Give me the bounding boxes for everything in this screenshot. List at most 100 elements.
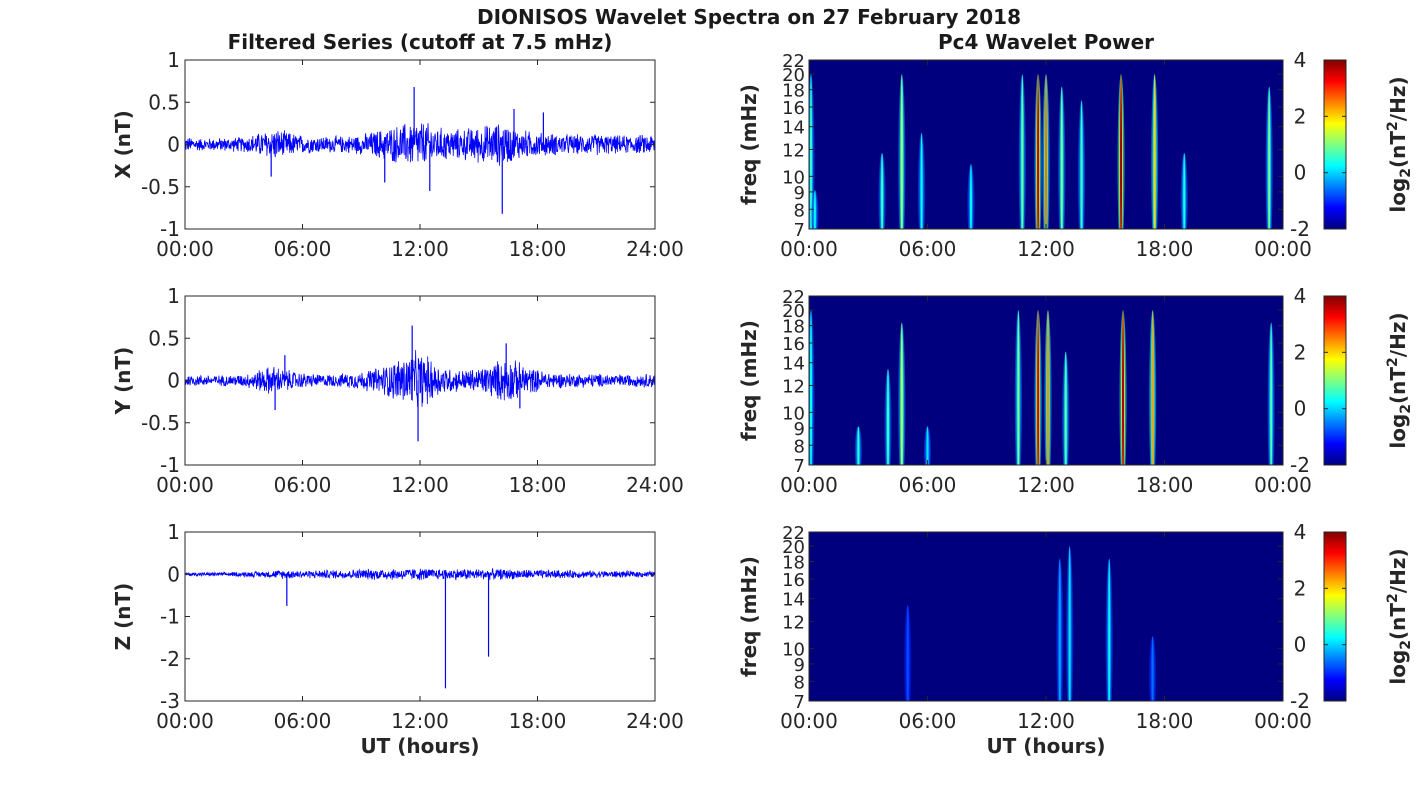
y-tick-label: 0 [167,133,180,157]
y-tick-label: 14 [782,118,805,139]
y-tick-label: 1 [167,48,180,72]
power-burst [1017,310,1020,465]
colorbar-label-part: 2 [1398,168,1414,178]
y-tick-label: 18 [782,81,805,102]
colorbar-label-part: log [1386,414,1410,449]
series-plot-area [185,532,655,701]
y-tick-label: 22 [782,523,805,544]
colorbar-label: log2(nT2/Hz) [1385,76,1414,212]
colorbar-label-part: 2 [1398,640,1414,650]
power-burst [1108,558,1111,701]
y-axis-label: freq (mHz) [737,320,761,441]
power-burst [809,74,812,229]
y-tick-label: 0 [167,562,180,586]
y-tick-label: 16 [782,570,805,591]
colorbar-label-part: log [1386,178,1410,213]
power-burst [906,604,909,701]
left-x-axis-label: UT (hours) [360,734,479,758]
y-tick-label: -0.5 [141,411,180,435]
power-burst [1151,636,1154,701]
y-tick-label: 7 [794,456,805,477]
colorbar-label-part: /Hz) [1386,548,1410,593]
y-axis-label: Z (nT) [111,583,135,651]
colorbar-tick-label: 2 [1294,340,1307,364]
x-tick-label: 12:00 [391,473,449,497]
y-tick-label: -0.5 [141,175,180,199]
filtered-series-title: Filtered Series (cutoff at 7.5 mHz) [228,30,613,54]
y-tick-label: 7 [794,692,805,713]
colorbar [1323,295,1347,466]
power-burst [926,426,929,465]
colorbar-label-part: (nT [1386,367,1410,404]
y-tick-label: 14 [782,354,805,375]
y-tick-label: 1 [167,520,180,544]
y-tick-label: 20 [782,301,805,322]
y-tick-label: 20 [782,537,805,558]
power-burst [1080,100,1083,229]
x-tick-label: 12:00 [391,237,449,261]
x-tick-label: 18:00 [1136,709,1194,733]
y-axis-label: freq (mHz) [737,556,761,677]
colorbar-tick-label: 2 [1294,576,1307,600]
y-axis-label: X (nT) [111,110,135,179]
y-tick-label: 9 [794,655,805,676]
power-bursts [809,74,1273,229]
wavelet-power-title: Pc4 Wavelet Power [938,30,1154,54]
colorbar [1323,531,1347,702]
power-burst [1021,74,1024,229]
power-burst [1045,74,1047,229]
colorbar-label-part: /Hz) [1386,312,1410,357]
x-tick-label: 12:00 [391,709,449,733]
power-burst [900,322,903,465]
colorbar-label-part: log [1386,650,1410,685]
y-tick-label: 0.5 [148,326,180,350]
power-burst [1037,74,1040,229]
power-burst [881,153,884,229]
y-tick-label: 12 [782,612,805,633]
colorbar-label: log2(nT2/Hz) [1385,548,1414,684]
x-tick-label: 18:00 [509,709,567,733]
colorbar-label-part: /Hz) [1386,76,1410,121]
x-tick-label: 12:00 [1017,709,1075,733]
x-tick-label: 06:00 [274,237,332,261]
power-background [809,532,1283,701]
x-tick-label: 12:00 [1017,473,1075,497]
x-tick-label: 00:00 [780,473,838,497]
y-tick-label: 9 [794,183,805,204]
series-trace [185,568,655,581]
x-tick-label: 18:00 [509,237,567,261]
y-tick-label: 8 [794,200,805,221]
y-tick-label: 0 [167,369,180,393]
colorbar-tick-label: -2 [1290,453,1310,477]
y-tick-label: 16 [782,334,805,355]
series-trace [185,350,655,407]
y-tick-label: -2 [160,647,180,671]
x-tick-label: 18:00 [1136,473,1194,497]
x-tick-label: 00:00 [1254,237,1312,261]
power-burst [887,368,889,465]
power-burst [1064,351,1067,465]
x-tick-label: 00:00 [1254,709,1312,733]
y-tick-label: 8 [794,436,805,457]
y-tick-label: 14 [782,590,805,611]
x-tick-label: 24:00 [626,709,684,733]
x-tick-label: 18:00 [509,473,567,497]
colorbar-label-part: (nT [1386,131,1410,168]
power-burst [1183,153,1186,229]
y-tick-label: 22 [782,287,805,308]
x-tick-label: 00:00 [156,473,214,497]
power-burst [1120,74,1123,229]
y-tick-label: 20 [782,65,805,86]
y-tick-label: 9 [794,419,805,440]
colorbar-label: log2(nT2/Hz) [1385,312,1414,448]
y-tick-label: 12 [782,376,805,397]
y-tick-label: 8 [794,672,805,693]
x-tick-label: 24:00 [626,237,684,261]
x-tick-label: 12:00 [1017,237,1075,261]
x-tick-label: 06:00 [899,709,957,733]
colorbar-label-part: 2 [1385,121,1401,131]
power-burst [969,164,972,229]
power-bursts [809,310,1275,465]
y-tick-label: 10 [782,403,805,424]
power-burst [1058,558,1061,701]
